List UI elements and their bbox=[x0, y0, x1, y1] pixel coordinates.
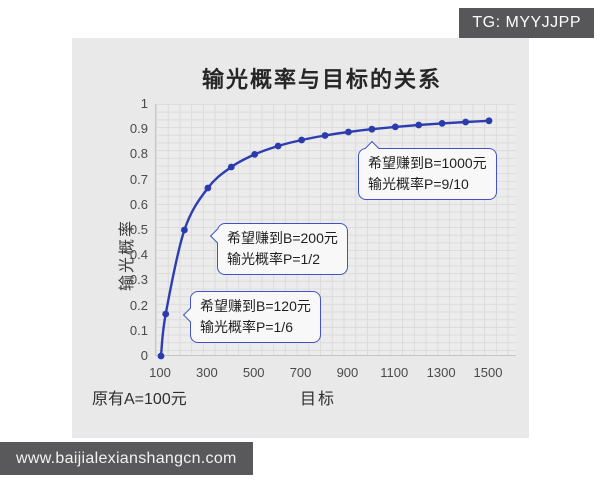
annotation-line2: 输光概率P=1/2 bbox=[227, 251, 320, 267]
y-tick-label: 0.4 bbox=[129, 247, 148, 263]
data-point-marker bbox=[391, 123, 399, 131]
y-tick-label: 0.8 bbox=[129, 146, 148, 162]
data-point-marker bbox=[345, 128, 352, 136]
x-tick-label: 900 bbox=[336, 365, 359, 380]
y-tick-label: 0.9 bbox=[129, 121, 148, 137]
x-tick-label: 300 bbox=[195, 365, 218, 380]
data-point-marker bbox=[251, 151, 259, 158]
x-tick-label: 1300 bbox=[426, 365, 456, 380]
chart-title: 输光概率与目标的关系 bbox=[201, 67, 442, 92]
data-point-marker bbox=[274, 142, 282, 150]
y-tick-label: 1 bbox=[140, 96, 148, 111]
data-point-marker bbox=[368, 125, 376, 133]
y-tick-label: 0.6 bbox=[129, 196, 148, 212]
tg-watermark-badge: TG: MYYJJPP bbox=[459, 8, 594, 38]
y-tick-label: 0.2 bbox=[129, 297, 148, 313]
data-point-marker bbox=[204, 184, 212, 192]
x-tick-label: 1500 bbox=[473, 365, 503, 380]
data-point-marker bbox=[162, 310, 170, 318]
x-tick-label: 1100 bbox=[380, 365, 409, 380]
annotation-b200: 希望赚到B=200元 输光概率P=1/2 bbox=[209, 223, 348, 275]
annotation-line2: 输光概率P=9/10 bbox=[368, 176, 469, 192]
y-tick-label: 0.5 bbox=[129, 222, 148, 237]
y-tick-label: 0.1 bbox=[129, 322, 148, 338]
y-tick-label: 0.3 bbox=[129, 272, 148, 288]
annotation-b1000: 希望赚到B=1000元 输光概率P=9/10 bbox=[358, 140, 497, 200]
data-point-marker bbox=[298, 136, 305, 144]
chart-panel: 输光概率与目标的关系 输光概率 0 0.1 0.2 0.3 0.4 0.5 0.6 0.7 0.… bbox=[72, 38, 529, 438]
data-point-marker bbox=[227, 163, 235, 171]
data-point-marker bbox=[321, 132, 329, 139]
origin-note: 原有A=100元 bbox=[92, 391, 187, 408]
annotation-line1: 希望赚到B=1000元 bbox=[368, 155, 487, 171]
y-tick-label: 0 bbox=[140, 348, 148, 363]
y-tick-label: 0.7 bbox=[129, 171, 148, 187]
site-watermark-banner: www.baijialexianshangcn.com bbox=[0, 442, 253, 475]
line-chart-curve bbox=[157, 117, 493, 360]
annotation-line1: 希望赚到B=200元 bbox=[227, 230, 338, 246]
data-point-marker bbox=[462, 118, 469, 126]
data-point-marker bbox=[485, 117, 493, 125]
x-tick-label: 100 bbox=[149, 365, 171, 380]
annotation-line2: 输光概率P=1/6 bbox=[200, 319, 293, 335]
data-point-marker bbox=[157, 352, 165, 360]
x-tick-label: 700 bbox=[289, 365, 312, 380]
probability-curve bbox=[159, 119, 490, 357]
x-tick-label: 500 bbox=[242, 365, 265, 380]
data-point-marker bbox=[415, 121, 423, 129]
data-point-marker bbox=[181, 226, 188, 234]
annotation-b120: 希望赚到B=120元 输光概率P=1/6 bbox=[182, 291, 321, 343]
data-point-marker bbox=[438, 120, 446, 127]
x-axis-title: 目标 bbox=[299, 391, 336, 408]
annotation-line1: 希望赚到B=120元 bbox=[200, 298, 311, 314]
